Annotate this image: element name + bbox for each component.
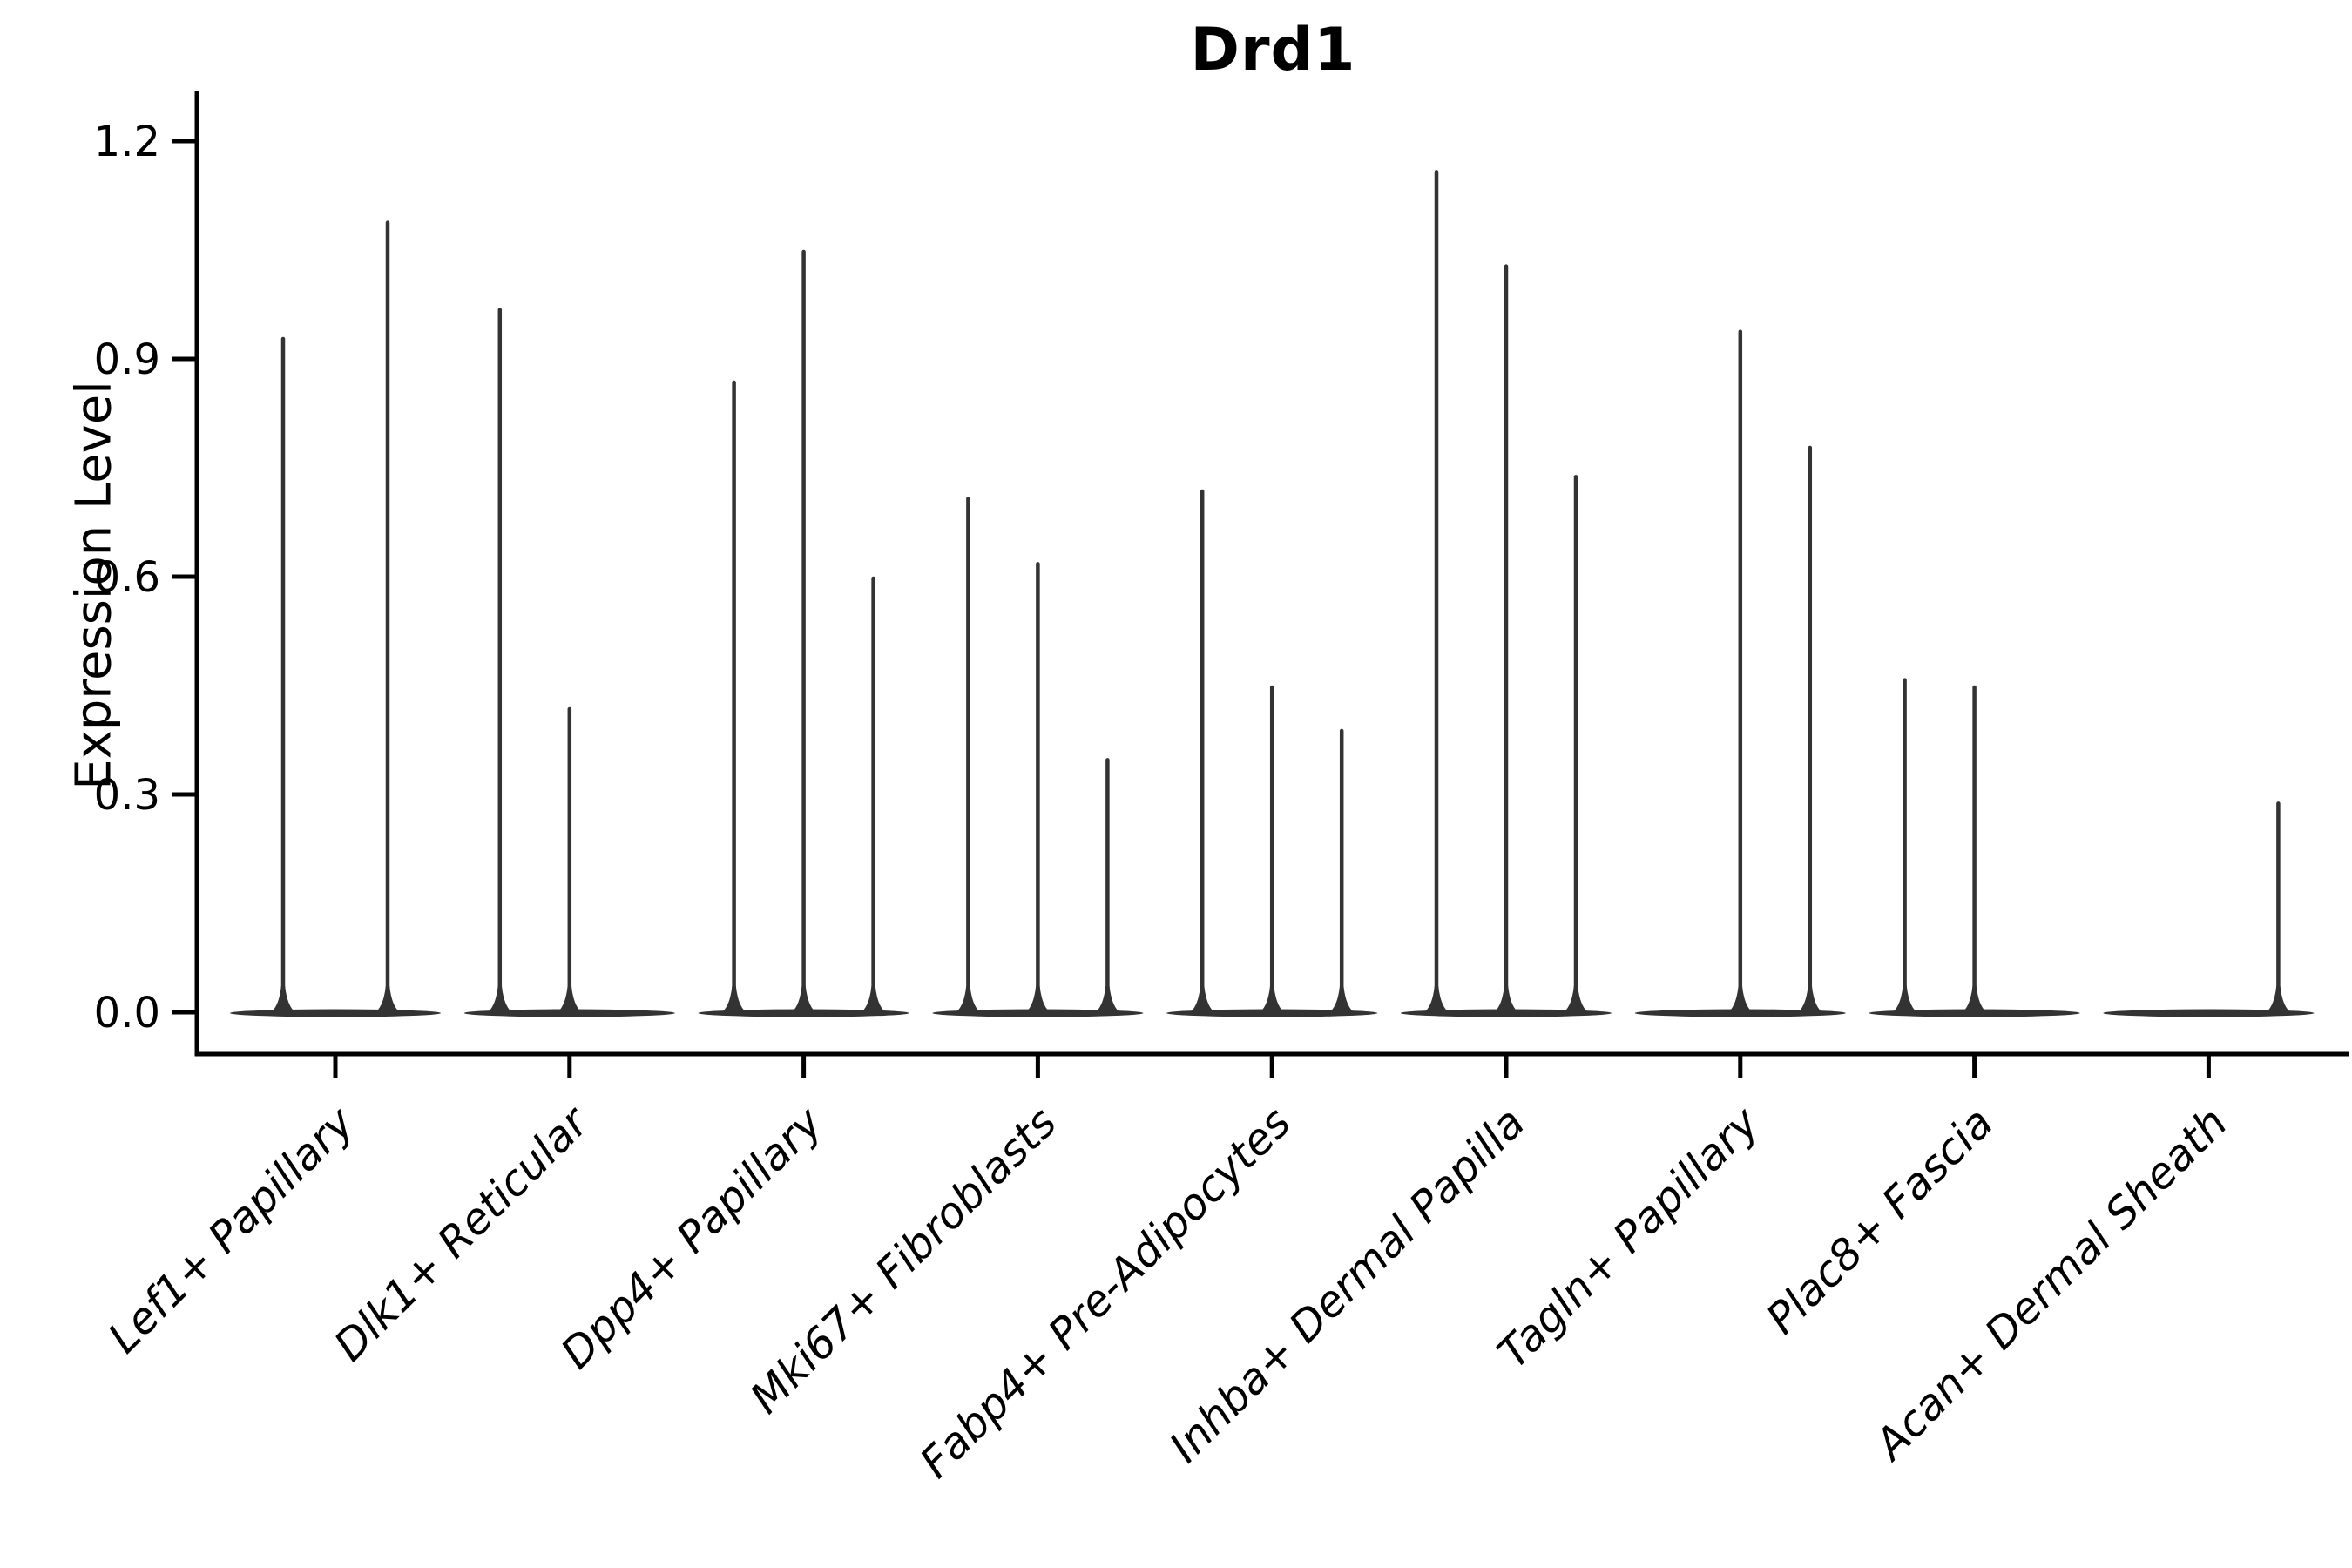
violin-spike-base bbox=[1257, 986, 1288, 1014]
violin-spike-base bbox=[1491, 986, 1521, 1014]
x-tick-label: Plac8+ Fascia bbox=[1757, 1098, 2003, 1343]
violin-spike-base bbox=[1422, 986, 1451, 1014]
violin-spike-base bbox=[2263, 986, 2294, 1014]
violin-spike-base bbox=[1327, 986, 1357, 1014]
y-tick-label: 0.9 bbox=[94, 335, 160, 384]
y-tick-label: 0.0 bbox=[94, 989, 160, 1037]
x-tick-label: Tagln+ Papillary bbox=[1489, 1097, 1769, 1377]
y-tick-label: 0.6 bbox=[94, 553, 160, 602]
chart-title: Drd1 bbox=[1190, 16, 1356, 84]
x-tick-label: Dlk1+ Reticular bbox=[325, 1096, 599, 1370]
violin-spike-base bbox=[554, 986, 585, 1014]
violin-spike-base bbox=[1561, 986, 1591, 1014]
violin-baseline bbox=[230, 1009, 441, 1017]
violin-spike-base bbox=[858, 986, 889, 1014]
x-tick-label: Lef1+ Papillary bbox=[98, 1097, 364, 1362]
violin-spike-base bbox=[788, 986, 819, 1014]
y-tick-label: 0.3 bbox=[94, 771, 160, 820]
violin-spike-base bbox=[1959, 986, 1990, 1014]
violin-spike-base bbox=[1092, 986, 1123, 1014]
x-tick-label: Fabp4+ Pre-Adipocytes bbox=[910, 1098, 1301, 1488]
violin-spike-base bbox=[373, 986, 402, 1014]
violin-spike-base bbox=[1725, 986, 1755, 1014]
y-tick-label: 1.2 bbox=[94, 118, 160, 166]
violin-spike-base bbox=[268, 986, 298, 1014]
violin-spike-base bbox=[1794, 986, 1825, 1014]
violin-spike-base bbox=[953, 986, 983, 1014]
violin-spike-base bbox=[484, 986, 515, 1014]
violin-spike-base bbox=[1023, 986, 1053, 1014]
violin-spike-base bbox=[719, 986, 749, 1014]
violin-spike-base bbox=[1187, 986, 1218, 1014]
violin-spike-base bbox=[1889, 986, 1920, 1014]
x-tick-label: Dpp4+ Papillary bbox=[551, 1097, 833, 1378]
violin-baseline bbox=[2103, 1009, 2315, 1017]
